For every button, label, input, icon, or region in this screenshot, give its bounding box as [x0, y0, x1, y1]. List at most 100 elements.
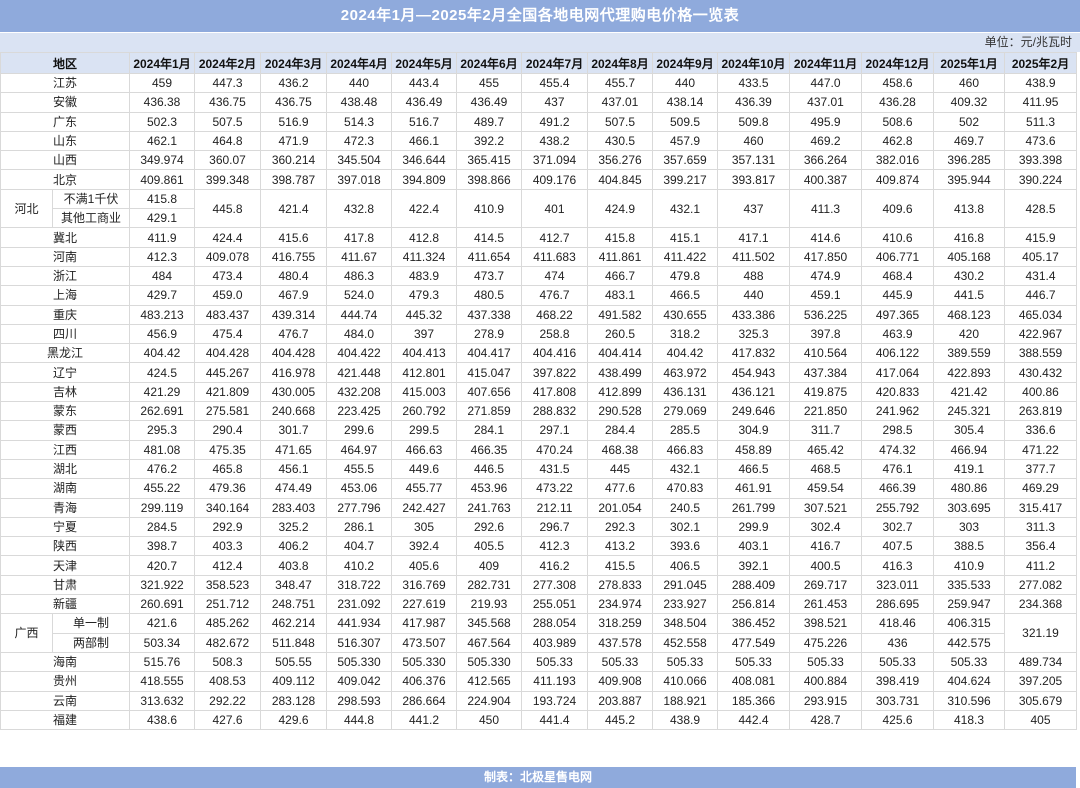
price-cell: 277.082 — [1004, 574, 1078, 596]
price-cell: 399.348 — [194, 169, 262, 190]
price-cell: 404.624 — [933, 671, 1006, 692]
price-cell: 436.49 — [456, 92, 523, 113]
price-cell: 480.4 — [260, 265, 328, 287]
price-cell: 511.3 — [1004, 111, 1078, 132]
price-cell: 303.731 — [861, 690, 935, 711]
price-cell: 296.7 — [521, 516, 589, 538]
price-cell: 397.205 — [1004, 671, 1078, 692]
price-cell: 461.91 — [717, 478, 791, 499]
price-cell: 316.769 — [391, 574, 458, 596]
price-cell: 489.7 — [456, 111, 523, 132]
price-cell: 441.5 — [933, 285, 1006, 306]
price-cell: 432.1 — [652, 458, 719, 480]
price-cell: 445.32 — [391, 304, 458, 325]
price-cell: 441.934 — [326, 613, 393, 634]
price-cell: 444.8 — [326, 709, 393, 731]
price-cell: 507.5 — [194, 111, 262, 132]
price-cell: 462.8 — [861, 130, 935, 152]
price-cell: 404.42 — [652, 343, 719, 364]
price-cell: 505.330 — [456, 651, 523, 673]
table-row: 陕西 398.7 403.3 406.2 404.7 392.4 405.5 412.3 413… — [0, 536, 1078, 557]
price-cell: 405.5 — [456, 536, 523, 557]
price-cell: 407.5 — [861, 536, 935, 557]
price-cell: 283.403 — [260, 497, 328, 518]
price-cell: 433.386 — [717, 304, 791, 325]
price-cell: 412.3 — [129, 246, 196, 267]
price-cell: 241.962 — [861, 401, 935, 422]
price-cell: 424.5 — [129, 362, 196, 383]
price-cell: 303 — [933, 516, 1006, 538]
price-cell: 193.724 — [521, 690, 589, 711]
price-cell: 412.801 — [391, 362, 458, 383]
region-cell: 青海 — [0, 497, 131, 518]
price-cell: 285.5 — [652, 420, 719, 441]
price-cell: 346.644 — [391, 150, 458, 171]
price-cell: 360.214 — [260, 150, 328, 171]
price-cell: 484 — [129, 265, 196, 287]
price-cell: 311.3 — [1004, 516, 1078, 538]
price-cell: 466.5 — [652, 285, 719, 306]
price-cell: 505.33 — [789, 651, 863, 673]
price-cell: 233.927 — [652, 594, 719, 615]
price-cell: 411.861 — [587, 246, 654, 267]
price-cell: 455 — [456, 72, 523, 94]
month-header: 2024年11月 — [789, 52, 863, 74]
price-cell: 421.29 — [129, 381, 196, 403]
price-cell: 509.8 — [717, 111, 791, 132]
price-cell: 234.974 — [587, 594, 654, 615]
price-cell: 524.0 — [326, 285, 393, 306]
price-cell: 212.11 — [521, 497, 589, 518]
region-cell: 海南 — [0, 651, 131, 673]
price-cell: 466.35 — [456, 439, 523, 460]
price-cell: 516.7 — [391, 111, 458, 132]
price-cell: 390.224 — [1004, 169, 1078, 190]
price-cell: 483.9 — [391, 265, 458, 287]
price-cell: 283.128 — [260, 690, 328, 711]
price-cell: 290.528 — [587, 401, 654, 422]
price-cell: 508.3 — [194, 651, 262, 673]
price-cell: 436 — [861, 632, 935, 653]
price-cell: 476.1 — [861, 458, 935, 480]
price-cell: 188.921 — [652, 690, 719, 711]
price-cell: 404.413 — [391, 343, 458, 364]
price-cell: 260.5 — [587, 323, 654, 345]
region-cell: 甘肃 — [0, 574, 131, 596]
price-cell: 481.08 — [129, 439, 196, 460]
price-cell: 411.654 — [456, 246, 523, 267]
price-cell: 447.0 — [789, 72, 863, 94]
price-cell: 416.2 — [521, 555, 589, 576]
price-cell: 473.4 — [194, 265, 262, 287]
region-cell: 冀北 — [0, 227, 131, 248]
price-cell: 411.502 — [717, 246, 791, 267]
price-cell: 418.555 — [129, 671, 196, 692]
price-cell: 411.683 — [521, 246, 589, 267]
price-cell: 358.523 — [194, 574, 262, 596]
price-cell: 413.2 — [587, 536, 654, 557]
price-cell: 469.7 — [933, 130, 1006, 152]
price-cell: 406.122 — [861, 343, 935, 364]
price-cell: 436.75 — [194, 92, 262, 113]
price-cell: 469.29 — [1004, 478, 1078, 499]
price-cell: 445.9 — [861, 285, 935, 306]
price-cell: 410.564 — [789, 343, 863, 364]
price-cell: 437.338 — [456, 304, 523, 325]
region-cell: 天津 — [0, 555, 131, 576]
price-cell: 416.3 — [861, 555, 935, 576]
price-cell: 477.6 — [587, 478, 654, 499]
table-row: 青海 299.119 340.164 283.403 277.796 242.427 241… — [0, 497, 1078, 518]
price-cell: 404.7 — [326, 536, 393, 557]
price-cell: 416.8 — [933, 227, 1006, 248]
table-row: 福建 438.6 427.6 429.6 444.8 441.2 450 441.4 445.2… — [0, 709, 1078, 731]
price-cell: 227.619 — [391, 594, 458, 615]
price-cell: 479.8 — [652, 265, 719, 287]
price-cell: 456.9 — [129, 323, 196, 345]
price-cell: 515.76 — [129, 651, 196, 673]
price-cell: 406.315 — [933, 613, 1006, 634]
price-cell: 437.01 — [587, 92, 654, 113]
table-row: 安徽 436.38 436.75 436.75 438.48 436.49 436.49 43… — [0, 92, 1078, 113]
price-cell: 415.047 — [456, 362, 523, 383]
price-cell: 505.33 — [652, 651, 719, 673]
price-cell: 449.6 — [391, 458, 458, 480]
region-cell: 上海 — [0, 285, 131, 306]
price-cell: 284.4 — [587, 420, 654, 441]
